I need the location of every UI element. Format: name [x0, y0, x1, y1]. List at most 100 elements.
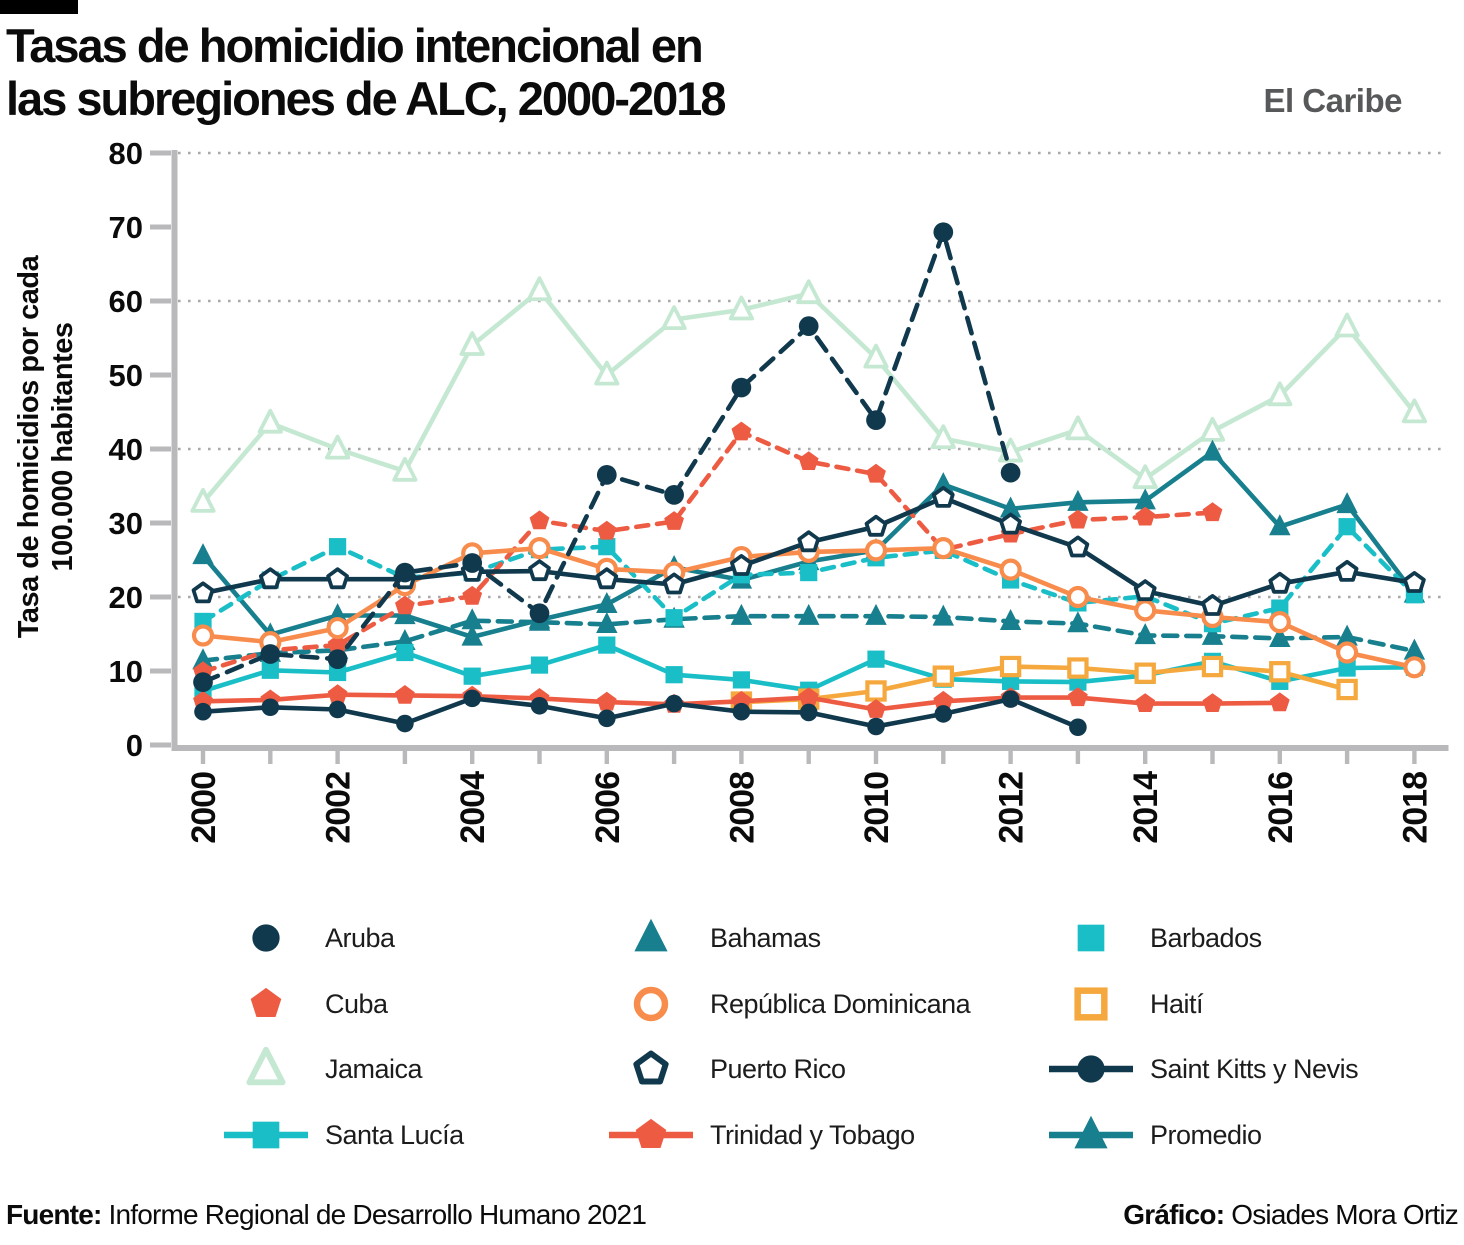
legend-marker-República Dominicana-icon	[633, 986, 669, 1022]
legend-item-Aruba: Aruba	[222, 915, 395, 961]
x-tick-2003	[402, 751, 408, 764]
credit-text: Osiades Mora Ortiz	[1224, 1199, 1459, 1230]
legend-item-Santa Lucía: Santa Lucía	[222, 1112, 464, 1158]
y-tick-label-10: 10	[109, 654, 143, 689]
series-Puerto Rico	[191, 485, 1426, 616]
series-line-Trinidad y Tobago	[200, 429, 1215, 674]
x-label-text-2018: 2018	[1396, 772, 1434, 844]
legend-label: Haití	[1150, 988, 1204, 1019]
legend-label: Aruba	[325, 922, 395, 953]
legend-marker-Cuba-icon	[250, 987, 282, 1017]
legend-marker-Barbados-icon	[1077, 924, 1105, 952]
legend-label: Trinidad y Tobago	[710, 1119, 915, 1150]
x-label-2008: 2008	[723, 772, 761, 844]
footer: Fuente: Informe Regional de Desarrollo H…	[6, 1199, 1459, 1231]
x-label-2002: 2002	[320, 772, 358, 844]
y-tick-label-20: 20	[109, 580, 143, 615]
source-note: Fuente: Informe Regional de Desarrollo H…	[6, 1199, 647, 1231]
x-tick-2005	[537, 751, 542, 764]
series-line-Haití	[739, 664, 1350, 705]
page-title: Tasas de homicidio intencional en las su…	[6, 19, 727, 125]
x-tick-2002	[335, 751, 340, 764]
y-tick-label-80: 80	[109, 136, 143, 171]
credit-note: Gráfico: Osiades Mora Ortiz	[1123, 1199, 1459, 1231]
legend-label: Bahamas	[710, 922, 821, 953]
homicide-rates-line-chart: 0 10 20 30 40 50 60 70 80 2000 2002 2004 2006 2008 201…	[13, 136, 1449, 844]
y-tick-label-60: 60	[109, 284, 143, 319]
gridlines	[178, 151, 1448, 599]
title-line-1: Tasas de homicidio intencional en	[6, 19, 704, 72]
x-tick-2013	[1075, 751, 1081, 764]
y-tick-10	[150, 668, 171, 674]
legend-item-Saint Kitts y Nevis: Saint Kitts y Nevis	[1047, 1046, 1359, 1092]
axes: 0 10 20 30 40 50 60 70 80 2000 2002 2004 2006 2008 201…	[109, 136, 1449, 844]
legend-label: República Dominicana	[710, 988, 971, 1019]
legend-marker-Saint Kitts y Nevis-icon	[1049, 1055, 1133, 1083]
legend-label: Cuba	[325, 988, 388, 1019]
x-label-2014: 2014	[1127, 771, 1165, 844]
legend-label: Jamaica	[325, 1053, 423, 1084]
x-tick-2015	[1210, 751, 1215, 764]
svg-text:Tasa de homicidios por cada: Tasa de homicidios por cada	[13, 254, 45, 638]
source-label: Fuente:	[6, 1199, 102, 1230]
y-tick-40	[150, 446, 171, 452]
legend-marker-Bahamas-icon	[634, 918, 668, 952]
y-axis-line	[171, 150, 178, 751]
legend-item-Jamaica: Jamaica	[222, 1046, 423, 1092]
x-label-text-2016: 2016	[1262, 772, 1300, 844]
legend-label: Barbados	[1150, 922, 1262, 953]
x-label-2012: 2012	[993, 772, 1031, 844]
x-tick-2008	[739, 751, 744, 764]
top-black-bar	[0, 0, 78, 14]
x-tick-2018	[1412, 751, 1417, 764]
legend-item-Puerto Rico: Puerto Rico	[607, 1046, 846, 1092]
y-tick-20	[150, 594, 171, 600]
y-tick-0	[150, 742, 171, 748]
x-label-2018: 2018	[1396, 772, 1434, 844]
x-label-text-2008: 2008	[723, 772, 761, 844]
x-tick-2010	[873, 751, 879, 764]
series-Saint Kitts y Nevis	[193, 222, 1021, 692]
y-axis-title-line-1: Tasa de homicidios por cada	[13, 254, 45, 638]
y-tick-label-50: 50	[109, 358, 143, 393]
x-label-text-2010: 2010	[858, 772, 896, 844]
series-line-Aruba	[200, 696, 1081, 730]
legend-item-Promedio: Promedio	[1047, 1112, 1262, 1158]
x-label-text-2002: 2002	[320, 772, 358, 844]
x-tick-2009	[806, 751, 811, 764]
legend-marker-Promedio-icon	[1049, 1115, 1133, 1149]
x-label-2006: 2006	[589, 772, 627, 844]
y-tick-label-70: 70	[109, 210, 143, 245]
x-label-text-2012: 2012	[993, 772, 1031, 844]
source-text: Informe Regional de Desarrollo Humano 20…	[101, 1199, 647, 1230]
legend-label: Promedio	[1150, 1119, 1262, 1150]
legend-label: Puerto Rico	[710, 1053, 846, 1084]
legend-marker-Santa Lucía-icon	[224, 1121, 308, 1149]
x-tick-2000	[200, 751, 206, 764]
x-tick-2004	[470, 751, 475, 764]
y-tick-label-40: 40	[109, 432, 143, 467]
y-axis-title: Tasa de homicidios por cada 100.000 habit…	[13, 254, 79, 638]
x-label-text-2004: 2004	[454, 771, 492, 844]
x-label-2004: 2004	[454, 771, 492, 844]
legend-item-Haití: Haití	[1047, 981, 1204, 1027]
legend-item-República Dominicana: República Dominicana	[607, 981, 971, 1027]
svg-text:100.000 habitantes: 100.000 habitantes	[47, 323, 79, 572]
credit-label: Gráfico:	[1123, 1199, 1225, 1230]
region-subtitle: El Caribe	[1263, 82, 1402, 119]
x-label-text-2014: 2014	[1127, 771, 1165, 844]
legend-item-Cuba: Cuba	[222, 981, 388, 1027]
x-tick-2006	[604, 751, 609, 764]
legend-label: Saint Kitts y Nevis	[1150, 1053, 1359, 1084]
y-axis-title-line-2: 100.000 habitantes	[47, 323, 79, 572]
x-axis-line	[171, 745, 1449, 751]
y-tick-label-30: 30	[109, 506, 143, 541]
x-label-2000: 2000	[185, 772, 223, 844]
x-tick-2001	[268, 751, 273, 764]
x-label-2016: 2016	[1262, 772, 1300, 844]
title-line-2: las subregiones de ALC, 2000-2018	[6, 71, 727, 125]
x-tick-2007	[671, 751, 677, 764]
x-tick-2012	[1008, 751, 1013, 764]
legend-marker-Trinidad y Tobago-icon	[609, 1118, 693, 1148]
y-tick-30	[150, 520, 171, 526]
